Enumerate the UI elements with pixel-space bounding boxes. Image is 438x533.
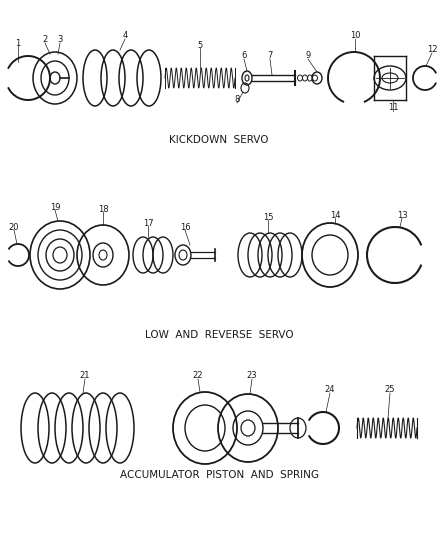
Text: 18: 18 bbox=[98, 205, 108, 214]
Text: 22: 22 bbox=[193, 372, 203, 381]
Text: 21: 21 bbox=[80, 372, 90, 381]
Text: 3: 3 bbox=[57, 36, 63, 44]
Text: 13: 13 bbox=[397, 211, 407, 220]
Text: 19: 19 bbox=[50, 203, 60, 212]
Text: 20: 20 bbox=[9, 222, 19, 231]
Text: 2: 2 bbox=[42, 36, 48, 44]
Text: 10: 10 bbox=[350, 31, 360, 41]
Text: 24: 24 bbox=[325, 385, 335, 394]
Text: 11: 11 bbox=[388, 103, 398, 112]
Text: 15: 15 bbox=[263, 213, 273, 222]
Text: 1: 1 bbox=[15, 38, 21, 47]
Text: 23: 23 bbox=[247, 372, 257, 381]
Text: 12: 12 bbox=[427, 45, 437, 54]
Text: 16: 16 bbox=[180, 222, 191, 231]
Text: 6: 6 bbox=[241, 52, 247, 61]
Text: LOW  AND  REVERSE  SERVO: LOW AND REVERSE SERVO bbox=[145, 330, 293, 340]
Text: 25: 25 bbox=[385, 385, 395, 394]
Text: 4: 4 bbox=[122, 31, 127, 41]
Text: 7: 7 bbox=[267, 52, 273, 61]
Text: 9: 9 bbox=[305, 52, 311, 61]
Text: ACCUMULATOR  PISTON  AND  SPRING: ACCUMULATOR PISTON AND SPRING bbox=[120, 470, 318, 480]
Text: 17: 17 bbox=[143, 219, 153, 228]
Text: 5: 5 bbox=[198, 41, 203, 50]
Text: 14: 14 bbox=[330, 211, 340, 220]
Text: 8: 8 bbox=[234, 95, 240, 104]
Text: KICKDOWN  SERVO: KICKDOWN SERVO bbox=[169, 135, 269, 145]
